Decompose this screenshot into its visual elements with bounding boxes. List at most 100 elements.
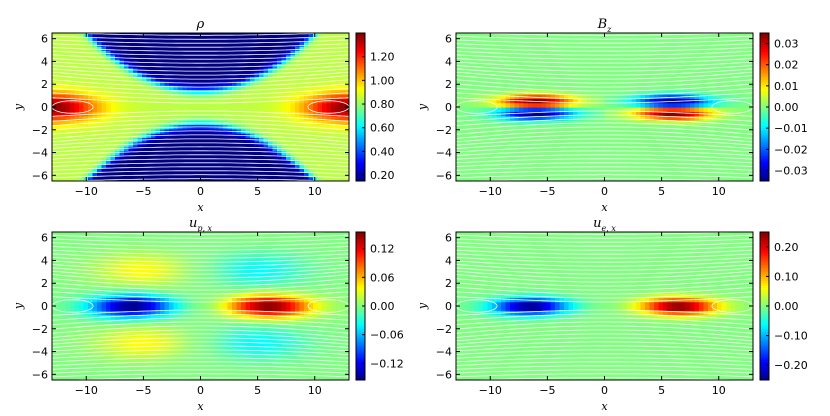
heatmap-cell bbox=[101, 98, 107, 104]
heatmap-cell bbox=[559, 102, 565, 108]
heatmap-cell bbox=[456, 46, 462, 52]
heatmap-cell bbox=[501, 50, 507, 56]
heatmap-cell bbox=[546, 80, 552, 86]
heatmap-cell bbox=[690, 141, 696, 147]
heatmap-cell bbox=[739, 159, 745, 165]
heatmap-cell bbox=[317, 89, 323, 95]
heatmap-cell bbox=[205, 59, 211, 65]
heatmap-cell bbox=[519, 124, 525, 130]
heatmap-cell bbox=[672, 89, 678, 95]
heatmap-cell bbox=[456, 141, 462, 147]
heatmap-cell bbox=[218, 46, 224, 52]
heatmap-cell bbox=[178, 133, 184, 139]
heatmap-cell bbox=[456, 93, 462, 99]
heatmap-cell bbox=[56, 172, 62, 178]
heatmap-cell bbox=[304, 133, 310, 139]
heatmap-cell bbox=[663, 124, 669, 130]
heatmap-cell bbox=[250, 33, 256, 38]
heatmap-cell bbox=[65, 133, 71, 139]
heatmap-cell bbox=[263, 146, 269, 152]
heatmap-cell bbox=[487, 150, 493, 156]
heatmap-cell bbox=[604, 59, 610, 65]
heatmap-cell bbox=[133, 133, 139, 139]
heatmap-cell bbox=[744, 67, 750, 73]
heatmap-cell bbox=[65, 37, 71, 43]
heatmap-cell bbox=[492, 150, 498, 156]
heatmap-cell bbox=[699, 107, 705, 112]
heatmap-cell bbox=[308, 41, 314, 47]
heatmap-cell bbox=[465, 150, 471, 156]
heatmap-cell bbox=[61, 288, 67, 294]
heatmap-cell bbox=[97, 98, 103, 104]
colorbar-segment bbox=[356, 44, 365, 48]
heatmap-cell bbox=[286, 124, 292, 130]
heatmap-cell bbox=[250, 115, 256, 121]
heatmap-cell bbox=[654, 107, 660, 112]
heatmap-cell bbox=[631, 46, 637, 52]
heatmap-cell bbox=[703, 137, 709, 143]
heatmap-cell bbox=[277, 159, 283, 165]
heatmap-cell bbox=[187, 85, 193, 91]
heatmap-cell bbox=[645, 102, 651, 108]
heatmap-cell bbox=[142, 98, 148, 104]
heatmap-cell bbox=[70, 262, 76, 268]
heatmap-cell bbox=[182, 63, 188, 69]
heatmap-cell bbox=[79, 120, 85, 126]
heatmap-cell bbox=[200, 89, 206, 95]
heatmap-cell bbox=[465, 167, 471, 173]
heatmap-cell bbox=[97, 159, 103, 165]
heatmap-cell bbox=[699, 167, 705, 173]
heatmap-cell bbox=[259, 120, 265, 126]
heatmap-cell bbox=[56, 115, 62, 121]
heatmap-cell bbox=[618, 150, 624, 156]
heatmap-cell bbox=[200, 46, 206, 52]
heatmap-cell bbox=[344, 50, 349, 56]
colorbar-segment bbox=[356, 72, 365, 76]
heatmap-cell bbox=[622, 41, 628, 47]
heatmap-cell bbox=[313, 33, 319, 38]
heatmap-cell bbox=[119, 37, 125, 43]
heatmap-cell bbox=[564, 63, 570, 69]
heatmap-cell bbox=[65, 275, 71, 281]
heatmap-cell bbox=[690, 33, 696, 38]
heatmap-cell bbox=[70, 279, 76, 285]
heatmap-cell bbox=[532, 133, 538, 139]
heatmap-cell bbox=[119, 80, 125, 86]
heatmap-cell bbox=[74, 146, 80, 152]
heatmap-cell bbox=[79, 54, 85, 60]
heatmap-cell bbox=[694, 159, 700, 165]
heatmap-cell bbox=[133, 115, 139, 121]
colorbar-segment bbox=[760, 97, 769, 101]
heatmap-cell bbox=[281, 115, 287, 121]
heatmap-cell bbox=[586, 93, 592, 99]
heatmap-cell bbox=[245, 85, 251, 91]
heatmap-cell bbox=[663, 154, 669, 160]
heatmap-cell bbox=[83, 111, 89, 117]
colorbar-segment bbox=[760, 148, 769, 152]
heatmap-cell bbox=[209, 98, 215, 104]
heatmap-cell bbox=[259, 150, 265, 156]
heatmap-cell bbox=[501, 59, 507, 65]
heatmap-cell bbox=[218, 89, 224, 95]
heatmap-cell bbox=[474, 124, 480, 130]
heatmap-cell bbox=[272, 54, 278, 60]
heatmap-cell bbox=[277, 154, 283, 160]
heatmap-cell bbox=[65, 345, 71, 351]
heatmap-cell bbox=[286, 107, 292, 112]
heatmap-cell bbox=[286, 33, 292, 38]
heatmap-cell bbox=[717, 163, 723, 169]
heatmap-cell bbox=[268, 159, 274, 165]
heatmap-cell bbox=[259, 124, 265, 130]
heatmap-cell bbox=[568, 54, 574, 60]
heatmap-cell bbox=[465, 76, 471, 82]
heatmap-cell bbox=[483, 85, 489, 91]
heatmap-cell bbox=[79, 115, 85, 121]
heatmap-cell bbox=[501, 167, 507, 173]
heatmap-cell bbox=[232, 54, 238, 60]
heatmap-cell bbox=[744, 115, 750, 121]
streamline bbox=[456, 50, 753, 56]
heatmap-cell bbox=[61, 284, 67, 290]
heatmap-cell bbox=[595, 107, 601, 112]
heatmap-cell bbox=[124, 115, 130, 121]
heatmap-cell bbox=[478, 102, 484, 108]
